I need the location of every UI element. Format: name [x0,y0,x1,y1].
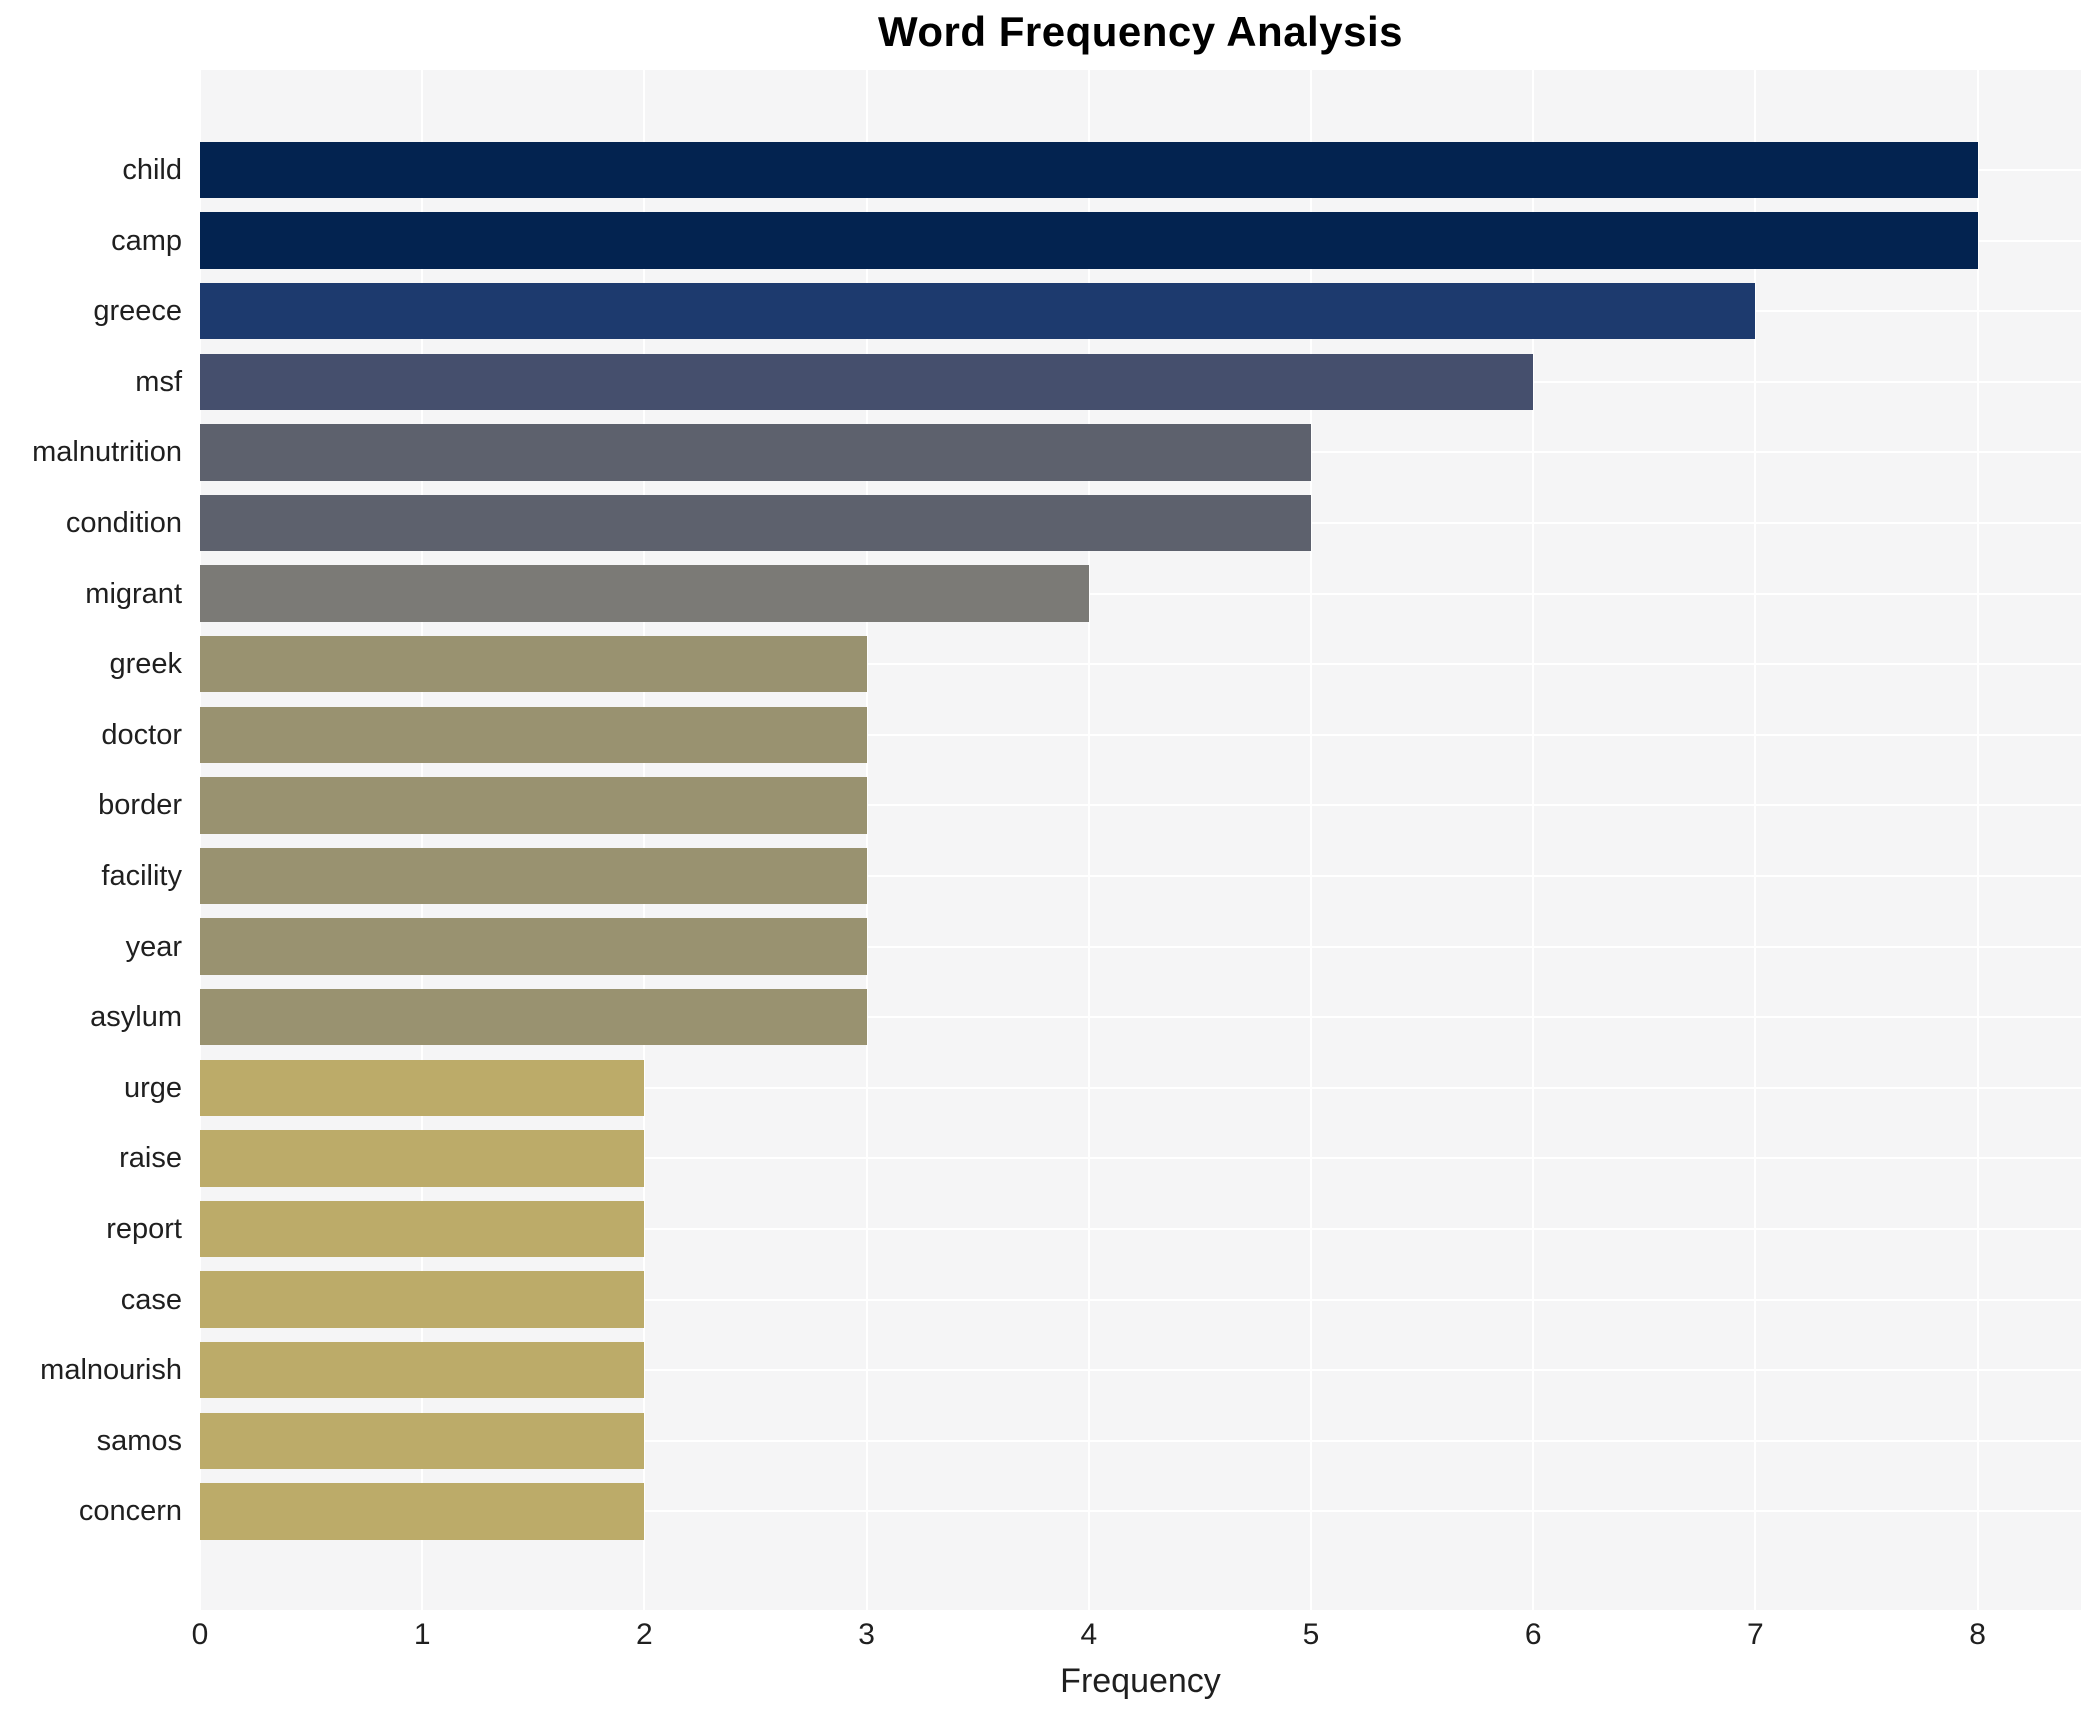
vertical-gridline-1 [421,70,424,1610]
horizontal-gridline-samos [200,1439,2081,1442]
bar-concern [200,1483,645,1540]
y-tick-label-facility: facility [101,859,182,892]
horizontal-gridline-year [200,945,2081,948]
bar-greek [200,635,867,693]
x-tick-label-0: 0 [191,1618,209,1651]
vertical-gridline-2 [643,70,646,1610]
y-tick-label-malnourish: malnourish [40,1354,182,1387]
bar-report [200,1200,645,1258]
y-tick-label-report: report [106,1212,182,1245]
x-tick-label-1: 1 [413,1618,431,1651]
bar-malnourish [200,1341,645,1399]
bar-greece [200,282,1756,340]
bar-child [200,141,1978,199]
bar-msf [200,353,1534,410]
y-tick-label-case: case [120,1283,182,1316]
y-tick-label-samos: samos [96,1424,182,1457]
x-tick-label-5: 5 [1302,1618,1320,1651]
bar-condition [200,494,1311,552]
horizontal-gridline-migrant [200,592,2081,595]
vertical-gridline-8 [1976,70,1979,1610]
vertical-gridline-0 [199,70,201,1610]
x-tick-label-8: 8 [1969,1618,1986,1651]
horizontal-gridline-case [200,1298,2081,1301]
bar-urge [200,1059,645,1116]
chart-title: Word Frequency Analysis [878,8,1403,55]
x-tick-label-2: 2 [636,1618,653,1651]
bar-border [200,777,867,834]
y-tick-label-concern: concern [78,1495,182,1528]
y-tick-label-border: border [98,789,182,822]
bar-year [200,918,867,975]
bar-raise [200,1130,645,1187]
x-axis-title: Frequency [1060,1662,1221,1700]
vertical-gridline-7 [1754,70,1757,1610]
y-tick-label-msf: msf [135,365,182,398]
y-tick-label-asylum: asylum [90,1001,182,1034]
bar-asylum [200,988,867,1046]
horizontal-gridline-raise [200,1157,2081,1160]
x-tick-label-7: 7 [1747,1618,1764,1651]
bar-case [200,1271,645,1328]
x-tick-label-4: 4 [1080,1618,1098,1651]
bar-migrant [200,565,1089,622]
horizontal-gridline-border [200,804,2081,807]
y-tick-label-year: year [125,930,182,963]
y-tick-label-doctor: doctor [101,718,182,751]
bar-doctor [200,706,867,763]
vertical-gridline-3 [865,70,868,1610]
x-tick-label-6: 6 [1524,1618,1542,1651]
y-tick-label-condition: condition [65,506,182,539]
y-tick-label-raise: raise [119,1142,182,1175]
y-tick-label-camp: camp [111,224,182,257]
y-tick-label-greek: greek [109,648,182,681]
horizontal-gridline-report [200,1227,2081,1230]
horizontal-gridline-facility [200,874,2081,877]
horizontal-gridline-urge [200,1086,2081,1089]
bar-malnutrition [200,424,1311,481]
bar-camp [200,212,1978,269]
horizontal-gridline-doctor [200,733,2081,736]
y-tick-label-migrant: migrant [85,577,182,610]
y-tick-label-greece: greece [93,295,182,328]
bar-facility [200,847,867,905]
vertical-gridline-5 [1310,70,1312,1610]
y-tick-label-urge: urge [123,1071,182,1104]
vertical-gridline-4 [1087,70,1090,1610]
horizontal-gridline-greek [200,663,2081,666]
plot-area [199,70,2081,1610]
x-tick-label-3: 3 [858,1618,875,1651]
horizontal-gridline-concern [200,1510,2081,1513]
horizontal-gridline-asylum [200,1016,2081,1019]
vertical-gridline-6 [1532,70,1535,1610]
y-tick-label-child: child [122,153,182,186]
horizontal-gridline-malnourish [200,1369,2081,1372]
y-tick-label-malnutrition: malnutrition [32,436,182,469]
bar-samos [200,1412,645,1469]
